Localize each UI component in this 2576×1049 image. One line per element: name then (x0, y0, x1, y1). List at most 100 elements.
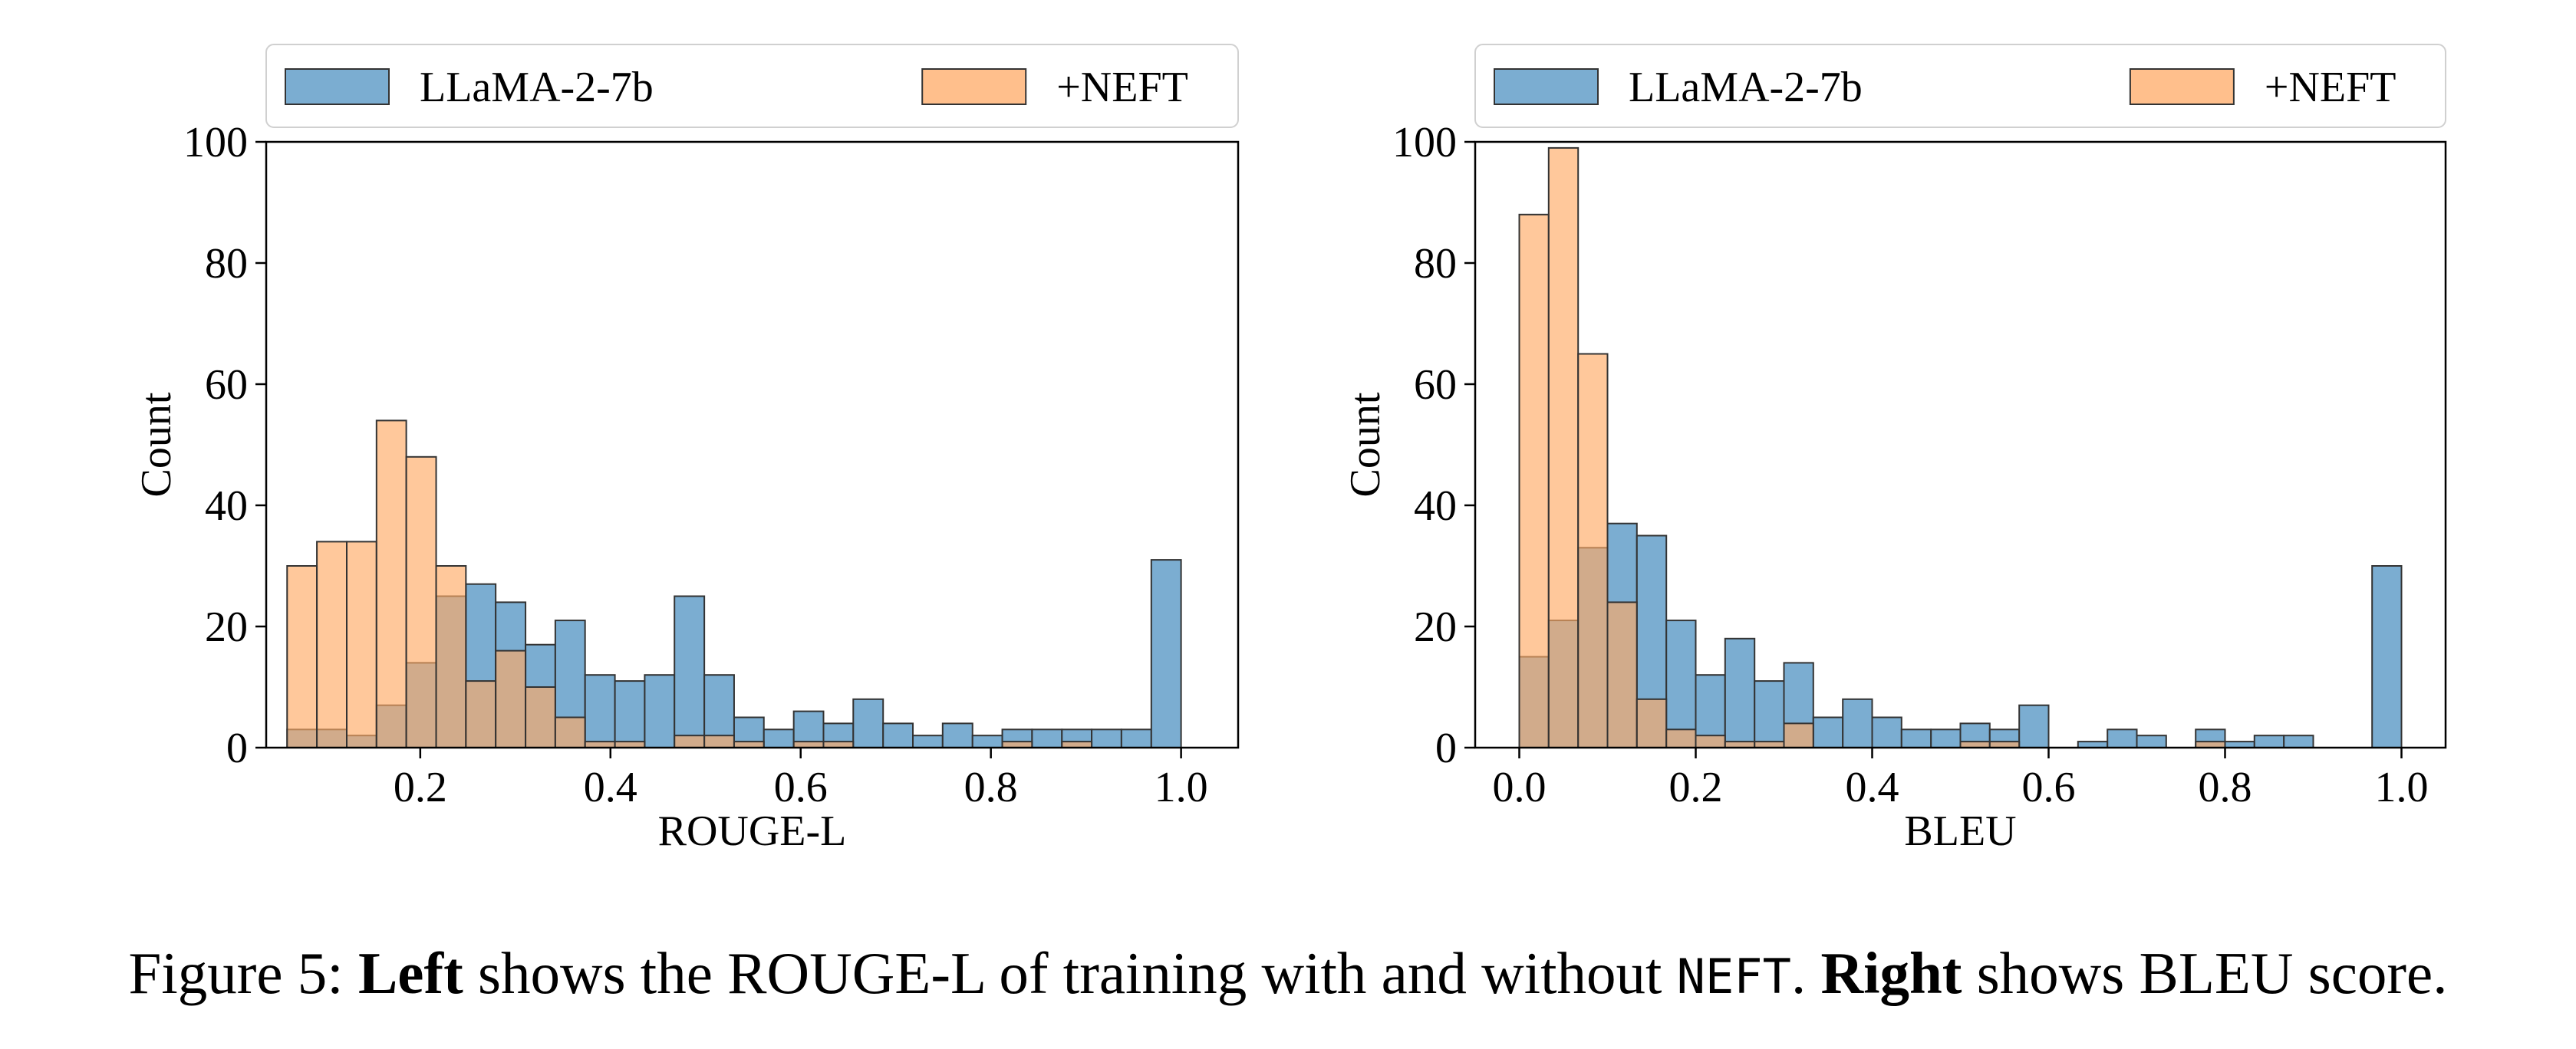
legend: LLaMA-2-7b +NEFT (1474, 44, 2446, 128)
bar-llama-5 (1665, 620, 1697, 748)
bar-neft-6 (1695, 735, 1726, 749)
bar-neft-8 (525, 686, 556, 748)
bar-llama-23 (971, 735, 1003, 749)
x-tick-label: 0.4 (584, 764, 637, 811)
caption-right-text: shows BLEU score. (1962, 940, 2448, 1006)
legend-label-neft: +NEFT (2265, 64, 2396, 111)
bar-llama-21 (2136, 735, 2167, 749)
axes-frame (1474, 140, 2447, 749)
bar-neft-0 (1518, 213, 1550, 748)
x-tick-label: 0.2 (394, 764, 447, 811)
x-axis-title: ROUGE-L (658, 807, 847, 855)
bar-neft-0 (286, 565, 318, 748)
bar-llama-12 (1871, 716, 1902, 748)
y-tick-label: 20 (1414, 603, 1457, 651)
x-tick-label: 0.8 (964, 764, 1018, 811)
bar-llama-11 (1842, 698, 1873, 748)
x-tick-label: 0.8 (2199, 764, 2252, 811)
figure-caption: Figure 5: Left shows the ROUGE-L of trai… (0, 939, 2576, 1008)
bar-neft-7 (495, 649, 527, 748)
bar-llama-25 (1031, 728, 1063, 748)
legend-swatch-llama (285, 68, 390, 105)
y-tick-label: 0 (1435, 725, 1457, 772)
bar-llama-27 (1091, 728, 1122, 748)
y-tick-label: 0 (226, 725, 248, 772)
legend-label-llama: LLaMA-2-7b (420, 64, 654, 111)
bar-llama-21 (912, 735, 944, 749)
bar-llama-29 (1150, 559, 1182, 748)
legend-label-neft: +NEFT (1056, 64, 1188, 111)
y-tick-label: 60 (1414, 361, 1457, 409)
y-tick-label: 80 (205, 240, 248, 288)
caption-right-bold: Right (1820, 940, 1962, 1006)
bar-llama-12 (644, 674, 676, 749)
bar-llama-14 (1930, 728, 1962, 748)
chart-panel-bleu: 0 20 40 60 80 100 0.0 0.2 0.4 0.6 0.8 1.0 BLEU Count L… (1342, 44, 2447, 855)
bar-llama-13 (1900, 728, 1932, 748)
legend-label-llama: LLaMA-2-7b (1629, 64, 1863, 111)
legend-box (1474, 44, 2446, 128)
bar-neft-13 (674, 735, 706, 749)
bar-neft-5 (435, 565, 467, 748)
caption-prefix: Figure 5: (128, 940, 358, 1006)
bar-llama-17 (2018, 704, 2050, 749)
caption-neft-mono: NEFT (1676, 949, 1791, 1005)
x-tick-label: 1.0 (1155, 764, 1208, 811)
x-tick-label: 0.4 (1846, 764, 1899, 811)
y-tick-label: 60 (205, 361, 248, 409)
y-tick-label: 100 (1392, 119, 1457, 166)
legend-swatch-neft (2129, 68, 2235, 105)
bar-llama-10 (584, 674, 616, 749)
bar-llama-28 (1120, 728, 1152, 748)
caption-left-bold: Left (357, 940, 463, 1006)
bar-neft-1 (316, 541, 348, 749)
bar-llama-22 (941, 722, 973, 749)
bar-llama-20 (882, 722, 914, 749)
caption-left-text: shows the ROUGE-L of training with and w… (463, 940, 1677, 1006)
bar-neft-5 (1665, 728, 1697, 748)
x-tick-label: 0.0 (1493, 764, 1547, 811)
bar-neft-9 (1783, 722, 1814, 749)
y-tick-label: 40 (205, 482, 248, 530)
y-tick-label: 20 (205, 603, 248, 651)
legend-box (265, 44, 1239, 128)
bar-neft-9 (554, 716, 586, 748)
bar-llama-11 (614, 680, 646, 748)
bar-neft-2 (346, 541, 377, 749)
x-tick-label: 1.0 (2375, 764, 2429, 811)
bar-llama-19 (852, 698, 884, 748)
bar-llama-26 (2283, 735, 2314, 749)
bar-llama-10 (1812, 716, 1844, 748)
bar-neft-3 (375, 419, 407, 749)
bar-llama-25 (2253, 735, 2285, 749)
bar-neft-2 (1577, 353, 1609, 748)
y-axis-title: Count (1342, 392, 1389, 497)
y-tick-label: 40 (1414, 482, 1457, 530)
legend-swatch-llama (1494, 68, 1599, 105)
bar-neft-14 (703, 735, 735, 749)
bar-llama-29 (2371, 565, 2403, 748)
legend: LLaMA-2-7b +NEFT (265, 44, 1239, 128)
y-tick-label: 80 (1414, 240, 1457, 288)
x-axis-title: BLEU (1904, 807, 2016, 855)
bar-llama-20 (2107, 728, 2138, 748)
bar-neft-6 (465, 680, 497, 748)
bar-neft-4 (405, 455, 437, 748)
bar-neft-3 (1606, 601, 1638, 749)
legend-swatch-neft (921, 68, 1027, 105)
caption-mid: . (1790, 940, 1821, 1006)
bar-llama-16 (763, 728, 795, 748)
x-tick-label: 0.2 (1669, 764, 1723, 811)
chart-panel-rouge-l: 0 20 40 60 80 100 0.2 0.4 0.6 0.8 1.0 ROUGE-L Count L… (133, 44, 1240, 855)
x-tick-label: 0.6 (774, 764, 828, 811)
bar-neft-4 (1636, 698, 1668, 748)
bar-neft-1 (1547, 146, 1580, 748)
bar-llama-13 (674, 595, 706, 748)
axes-frame (265, 140, 1240, 749)
y-tick-label: 100 (183, 119, 248, 166)
bar-llama-8 (1754, 680, 1785, 748)
y-axis-title: Count (133, 392, 180, 497)
x-tick-label: 0.6 (2022, 764, 2076, 811)
bar-llama-7 (1724, 637, 1756, 748)
